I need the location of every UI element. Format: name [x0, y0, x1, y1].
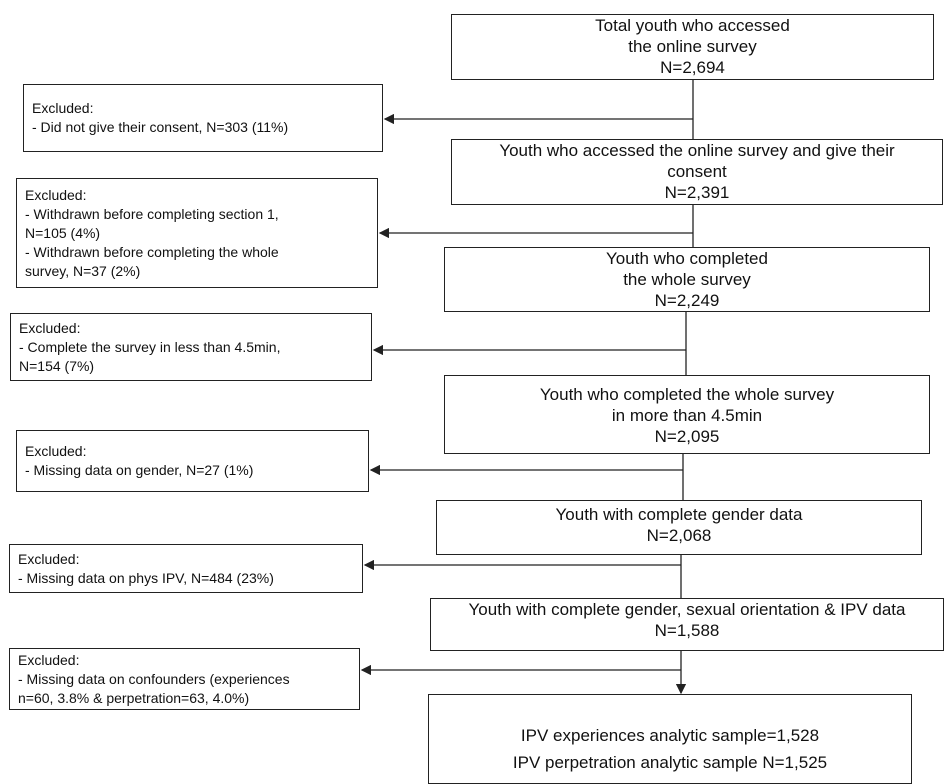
flow-box: Youth with complete gender, sexual orien… [430, 598, 944, 651]
flow-box: Youth who completed the whole survey N=2,2… [444, 247, 930, 312]
text-line: Excluded: [18, 550, 80, 567]
text-line: N=2,391 [664, 183, 730, 202]
text-line: N=2,068 [646, 526, 712, 545]
text-line: - Missing data on phys IPV, N=484 (23%) [18, 569, 274, 586]
exclusion-box: Excluded: - Did not give their consent, N… [23, 84, 383, 152]
text-line: Excluded: [32, 100, 94, 116]
text-line: - Withdrawn before completing the whole [25, 243, 279, 260]
text-line: Youth who completed [606, 249, 768, 268]
text-line: - Missing data on gender, N=27 (1%) [25, 462, 254, 478]
text-line: - Did not give their consent, N=303 (11%… [32, 119, 289, 135]
text-line: Youth with complete gender data [555, 505, 803, 524]
text-line: consent [667, 162, 727, 181]
text-line: Excluded: [25, 186, 87, 203]
text-line: - Missing data on confounders (experienc… [18, 670, 290, 687]
flow-box: Youth with complete gender data N=2,068 [436, 500, 922, 555]
text-line: Youth who accessed the online survey and… [499, 141, 895, 160]
text-line: n=60, 3.8% & perpetration=63, 4.0%) [18, 689, 250, 706]
flow-box: IPV experiences analytic sample=1,528 IPV… [428, 694, 912, 784]
flow-box: Youth who accessed the online survey and… [451, 139, 943, 205]
text-line: N=2,249 [654, 291, 720, 310]
exclusion-box: Excluded: - Missing data on gender, N=27 … [16, 430, 369, 492]
exclusion-box: Excluded: - Missing data on confounders (… [9, 648, 360, 710]
text-line: N=154 (7%) [19, 357, 95, 374]
exclusion-box: Excluded: - Withdrawn before completing s… [16, 178, 378, 288]
text-line: survey, N=37 (2%) [25, 262, 141, 279]
text-line: Total youth who accessed [595, 16, 790, 35]
text-line: Youth who completed the whole survey [539, 385, 835, 404]
text-line: Youth with complete gender, sexual orien… [468, 600, 906, 619]
text-line: in more than 4.5min [611, 406, 763, 425]
text-line: N=2,694 [660, 58, 725, 77]
text-line: Excluded: [25, 443, 87, 459]
text-line: Excluded: [18, 651, 80, 668]
text-line: IPV perpetration analytic sample N=1,525 [512, 753, 828, 772]
text-line: the online survey [628, 37, 757, 56]
flow-box: Youth who completed the whole survey in m… [444, 375, 930, 454]
flow-box: Total youth who accessed the online surve… [451, 14, 934, 80]
text-line: N=2,095 [654, 427, 720, 446]
exclusion-box: Excluded: - Complete the survey in less t… [10, 313, 372, 381]
text-line: - Withdrawn before completing section 1, [25, 205, 279, 222]
text-line: - Complete the survey in less than 4.5mi… [19, 338, 281, 355]
text-line: Excluded: [19, 319, 81, 336]
text-line: the whole survey [623, 270, 751, 289]
text-line: N=105 (4%) [25, 224, 101, 241]
arrows [360, 80, 694, 695]
text-line: N=1,588 [654, 621, 720, 640]
text-line: IPV experiences analytic sample=1,528 [520, 726, 820, 745]
exclusion-box: Excluded: - Missing data on phys IPV, N=4… [9, 544, 363, 593]
